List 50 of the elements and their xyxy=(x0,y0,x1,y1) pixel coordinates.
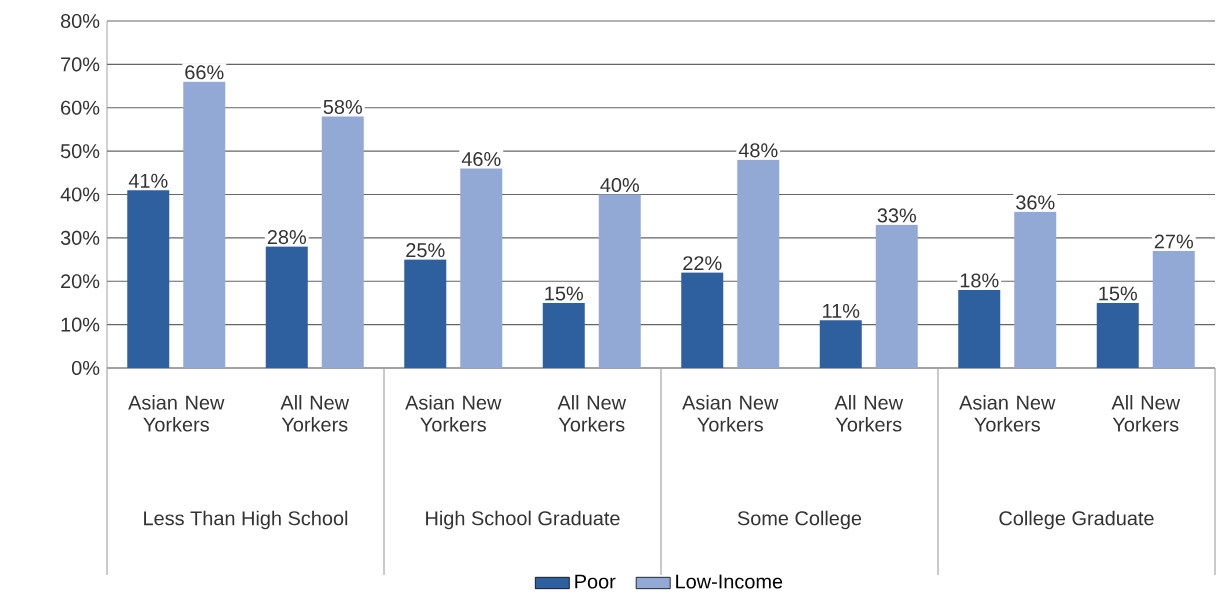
bar xyxy=(183,81,226,368)
bar xyxy=(127,190,170,368)
x-tick-label: Asian New Yorkers xyxy=(405,395,502,432)
data-label: 28% xyxy=(267,230,307,245)
bar xyxy=(875,224,918,368)
x-tick-label: All New Yorkers xyxy=(834,395,904,432)
data-label: 15% xyxy=(545,286,583,301)
y-tick-label: 60% xyxy=(61,100,100,115)
data-label: 33% xyxy=(877,208,916,223)
y-tick-label: 30% xyxy=(60,230,100,245)
data-label: 40% xyxy=(600,178,640,193)
data-label: 36% xyxy=(1016,195,1055,210)
y-tick-label: 0% xyxy=(71,360,100,376)
legend-label: Low-Income xyxy=(676,574,783,589)
x-tick-label: All New Yorkers xyxy=(280,395,350,432)
text: Less Than High School xyxy=(144,510,348,530)
bar xyxy=(958,289,1001,368)
y-tick-label: 50% xyxy=(60,144,100,159)
bar xyxy=(681,272,724,368)
x-tick-label: Asian New Yorkers xyxy=(128,395,225,432)
data-label: 22% xyxy=(683,256,722,271)
text: College Graduate xyxy=(999,510,1154,530)
legend-label: Poor xyxy=(575,574,616,589)
bar xyxy=(460,168,503,368)
y-tick-label: 70% xyxy=(61,57,100,72)
data-label: 25% xyxy=(406,243,445,258)
y-tick-label: 40% xyxy=(60,187,100,202)
x-tick-label: All New Yorkers xyxy=(1111,395,1181,432)
bar xyxy=(598,194,641,368)
data-label: 48% xyxy=(738,143,778,158)
y-tick-label: 80% xyxy=(60,13,100,29)
x-tick-label: All New Yorkers xyxy=(557,395,627,432)
y-tick-label: 20% xyxy=(61,274,100,289)
bar xyxy=(404,259,447,368)
data-label: 11% xyxy=(823,303,860,318)
text: High School Graduate xyxy=(426,510,620,530)
bar xyxy=(321,116,364,368)
data-label: 41% xyxy=(128,173,168,188)
data-label: 18% xyxy=(960,273,999,288)
y-tick-label: 10% xyxy=(61,317,100,332)
data-label: 27% xyxy=(1154,234,1193,249)
x-tick-label: Asian New Yorkers xyxy=(959,395,1056,432)
text: Some College xyxy=(737,510,862,530)
data-label: 66% xyxy=(185,65,224,80)
bar xyxy=(1014,211,1057,368)
bar xyxy=(1152,250,1195,368)
data-label: 15% xyxy=(1099,286,1137,301)
data-label: 58% xyxy=(323,99,363,115)
x-tick-label: Asian New Yorkers xyxy=(682,395,779,432)
data-label: 46% xyxy=(461,151,501,167)
